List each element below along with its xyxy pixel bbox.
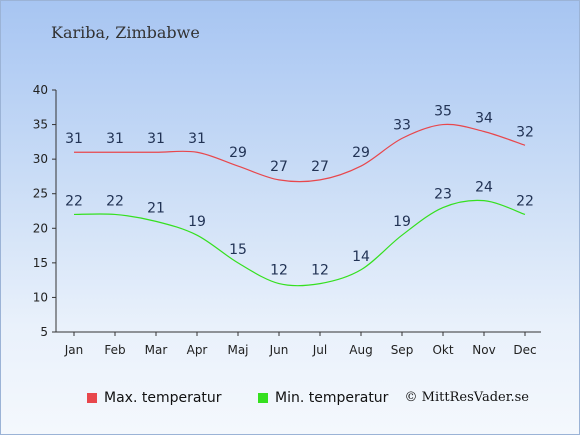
max-data-label: 31 bbox=[65, 131, 83, 147]
x-tick-label: Feb bbox=[104, 343, 125, 357]
max-data-label: 31 bbox=[147, 131, 165, 147]
max-data-label: 29 bbox=[352, 145, 370, 161]
min-data-label: 14 bbox=[352, 249, 370, 265]
x-tick-label: Maj bbox=[227, 343, 248, 357]
min-temperature-line bbox=[73, 199, 526, 287]
y-tick-label: 30 bbox=[33, 152, 48, 166]
min-data-label: 12 bbox=[311, 263, 329, 279]
y-tick-label: 15 bbox=[33, 256, 48, 270]
y-tick-label: 20 bbox=[33, 221, 48, 235]
max-data-label: 27 bbox=[311, 159, 329, 175]
x-tick-label: Aug bbox=[349, 343, 372, 357]
min-data-label: 23 bbox=[434, 187, 452, 203]
y-tick-label: 10 bbox=[33, 290, 48, 304]
max-data-label: 35 bbox=[434, 104, 452, 120]
max-temperature-line bbox=[74, 123, 526, 183]
max-data-label: 32 bbox=[516, 124, 534, 140]
credit-text: © MittResVader.se bbox=[404, 390, 529, 405]
max-data-label: 31 bbox=[106, 131, 124, 147]
legend-swatch-max bbox=[87, 393, 97, 403]
legend-label-min: Min. temperatur bbox=[275, 390, 389, 406]
x-tick-label: Dec bbox=[513, 343, 536, 357]
x-tick-label: Nov bbox=[472, 343, 495, 357]
min-data-label: 22 bbox=[106, 193, 124, 209]
min-data-label: 22 bbox=[65, 193, 83, 209]
min-data-label: 21 bbox=[147, 200, 165, 216]
x-tick-label: Jul bbox=[312, 343, 327, 357]
legend-item-min: Min. temperatur bbox=[258, 390, 388, 406]
min-data-label: 15 bbox=[229, 242, 247, 258]
y-tick-label: 5 bbox=[40, 325, 48, 339]
min-data-label: 22 bbox=[516, 193, 534, 209]
legend-label-max: Max. temperatur bbox=[104, 390, 222, 406]
x-tick-label: Apr bbox=[187, 343, 208, 357]
x-tick-label: Jun bbox=[269, 343, 289, 357]
y-tick-label: 35 bbox=[33, 118, 48, 132]
min-data-label: 12 bbox=[270, 263, 288, 279]
max-data-label: 29 bbox=[229, 145, 247, 161]
max-data-label: 27 bbox=[270, 159, 288, 175]
chart-location-title: Kariba, Zimbabwe bbox=[51, 23, 200, 42]
max-data-label: 31 bbox=[188, 131, 206, 147]
legend-item-max: Max. temperatur bbox=[87, 390, 222, 406]
x-tick-label: Sep bbox=[391, 343, 414, 357]
y-tick-label: 25 bbox=[33, 187, 48, 201]
y-tick-label: 40 bbox=[33, 83, 48, 97]
x-tick-label: Okt bbox=[432, 343, 453, 357]
x-tick-label: Mar bbox=[145, 343, 168, 357]
max-data-label: 33 bbox=[393, 117, 411, 133]
max-data-label: 34 bbox=[475, 110, 493, 126]
legend-swatch-min bbox=[258, 393, 268, 403]
x-tick-label: Jan bbox=[64, 343, 84, 357]
min-data-label: 24 bbox=[475, 180, 493, 196]
min-data-label: 19 bbox=[393, 214, 411, 230]
min-data-label: 19 bbox=[188, 214, 206, 230]
